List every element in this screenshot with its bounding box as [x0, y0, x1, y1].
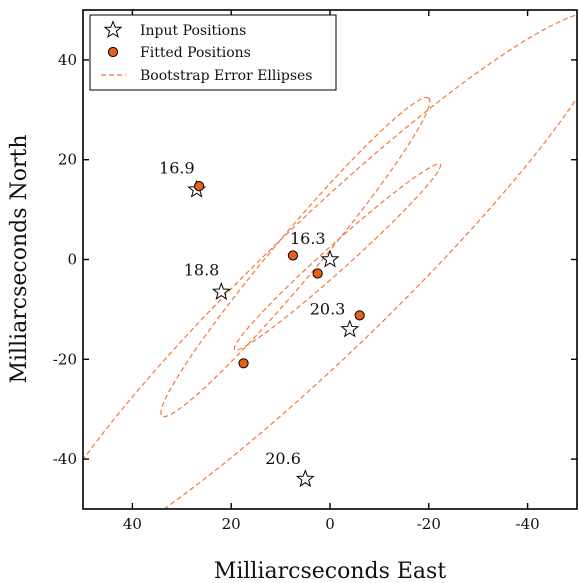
- fitted-position-point: [287, 250, 299, 261]
- y-axis-label: Milliarcseconds North: [7, 134, 32, 383]
- x-tick-label: -20: [417, 515, 441, 533]
- legend-box: [89, 14, 337, 91]
- magnitude-label: 16.3: [290, 229, 326, 248]
- legend-star-icon: [103, 20, 123, 39]
- fitted-position-point: [354, 310, 365, 321]
- legend-circle-icon: [107, 46, 119, 58]
- fitted-position-point: [312, 268, 323, 279]
- x-axis-label: Milliarcseconds East: [214, 559, 447, 583]
- y-tick-label: 0: [67, 251, 77, 269]
- magnitude-label: 18.8: [184, 260, 220, 279]
- x-tick-label: 20: [222, 515, 241, 533]
- bootstrap-error-ellipse: [233, 163, 442, 351]
- y-tick-label: -20: [53, 350, 77, 368]
- fitted-position-point: [193, 181, 205, 192]
- legend-label-input: Input Positions: [140, 23, 246, 39]
- points-layer: [187, 179, 365, 488]
- input-position-star-icon: [340, 319, 360, 338]
- magnitude-label: 20.3: [310, 299, 346, 318]
- legend: Input Positions Fitted Positions Bootstr…: [89, 14, 337, 91]
- annotations-layer: 16.9 16.3 18.8 20.3 20.6: [159, 159, 345, 468]
- x-tick-label: -40: [516, 515, 540, 533]
- legend-label-fitted: Fitted Positions: [140, 45, 251, 61]
- x-tick-label: 0: [325, 515, 335, 533]
- y-tick-label: 20: [58, 151, 77, 169]
- input-position-star-icon: [211, 282, 231, 300]
- y-tick-label: 40: [58, 51, 77, 69]
- bootstrap-error-ellipse: [160, 96, 431, 418]
- ticks-layer: 40 20 0 -20 -40 40 20 0 -20 -40: [53, 10, 577, 533]
- x-tick-label: 40: [123, 515, 142, 533]
- legend-label-ellipses: Bootstrap Error Ellipses: [140, 68, 312, 84]
- input-position-star-icon: [295, 469, 315, 488]
- magnitude-label: 20.6: [265, 449, 301, 468]
- y-tick-label: -40: [53, 450, 77, 468]
- magnitude-label: 16.9: [159, 159, 195, 178]
- fitted-position-point: [238, 358, 249, 369]
- input-position-star-icon: [320, 249, 340, 268]
